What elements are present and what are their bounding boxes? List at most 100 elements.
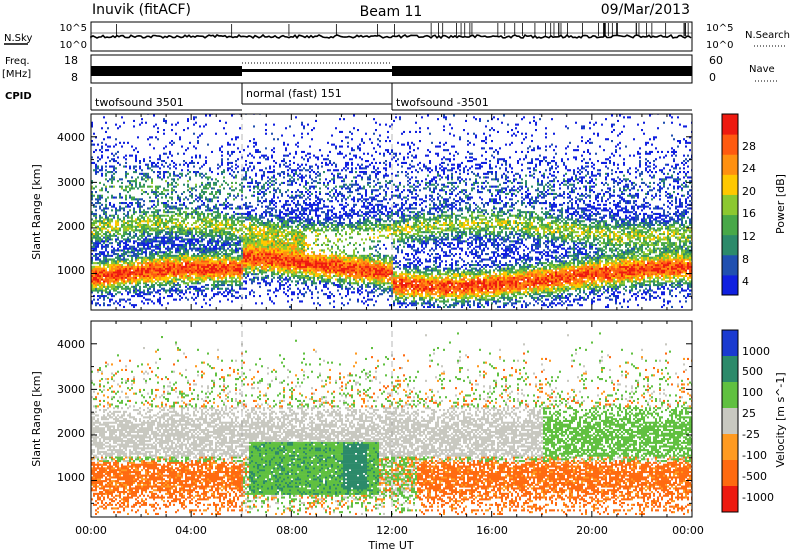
power-cell bbox=[215, 183, 217, 186]
power-cell bbox=[157, 214, 159, 217]
power-cell bbox=[191, 296, 193, 299]
power-cell bbox=[113, 269, 115, 272]
power-cell bbox=[211, 267, 213, 270]
power-cell bbox=[299, 231, 301, 234]
power-cell bbox=[225, 220, 227, 223]
power-cell bbox=[291, 176, 293, 179]
power-cell bbox=[237, 274, 239, 277]
power-cell bbox=[117, 242, 119, 245]
power-cell bbox=[129, 227, 131, 230]
power-cell bbox=[287, 240, 289, 243]
power-cell bbox=[157, 216, 159, 219]
power-cell bbox=[239, 205, 241, 208]
power-cell bbox=[171, 154, 173, 157]
power-cell bbox=[269, 265, 271, 268]
power-cell bbox=[213, 276, 215, 279]
power-cell bbox=[113, 251, 115, 254]
power-cell bbox=[235, 291, 237, 294]
power-cell bbox=[121, 269, 123, 272]
power-cell bbox=[293, 291, 295, 294]
power-cell bbox=[249, 161, 251, 164]
power-cell bbox=[143, 269, 145, 272]
power-cell bbox=[95, 243, 97, 246]
power-cell bbox=[143, 251, 145, 254]
power-cell bbox=[235, 181, 237, 184]
power-cell bbox=[261, 271, 263, 274]
power-cell bbox=[101, 238, 103, 241]
power-cell bbox=[151, 260, 153, 263]
power-cell bbox=[229, 256, 231, 259]
power-cell bbox=[263, 269, 265, 272]
power-cell bbox=[93, 284, 95, 287]
power-cell bbox=[127, 249, 129, 252]
power-cell bbox=[91, 234, 93, 237]
power-cell bbox=[99, 242, 101, 245]
power-cell bbox=[159, 271, 161, 274]
power-cell bbox=[271, 262, 273, 265]
power-cell bbox=[283, 141, 285, 144]
power-cell bbox=[259, 222, 261, 225]
power-cell bbox=[157, 262, 159, 265]
power-cell bbox=[283, 247, 285, 250]
power-cell bbox=[305, 254, 307, 257]
power-cell bbox=[169, 280, 171, 283]
power-cell bbox=[95, 267, 97, 270]
power-cell bbox=[113, 247, 115, 250]
power-cell bbox=[105, 269, 107, 272]
power-cell bbox=[123, 276, 125, 279]
power-cell bbox=[127, 225, 129, 228]
power-cell bbox=[143, 242, 145, 245]
power-cell bbox=[183, 240, 185, 243]
power-cell bbox=[267, 238, 269, 241]
power-cell bbox=[285, 233, 287, 236]
power-cell bbox=[307, 276, 309, 279]
power-cell bbox=[267, 231, 269, 234]
power-cell bbox=[131, 285, 133, 288]
power-cell bbox=[283, 154, 285, 157]
power-cell bbox=[215, 280, 217, 283]
power-cell bbox=[229, 238, 231, 241]
power-cell bbox=[263, 194, 265, 197]
power-cell bbox=[217, 240, 219, 243]
power-cell bbox=[215, 191, 217, 194]
power-cell bbox=[133, 165, 135, 168]
power-cell bbox=[175, 262, 177, 265]
power-cell bbox=[207, 284, 209, 287]
power-cell bbox=[109, 264, 111, 267]
power-cell bbox=[95, 214, 97, 217]
power-cell bbox=[131, 247, 133, 250]
power-cell bbox=[229, 269, 231, 272]
power-cell bbox=[123, 274, 125, 277]
power-cell bbox=[107, 254, 109, 257]
power-cell bbox=[177, 198, 179, 201]
power-cell bbox=[105, 121, 107, 124]
power-cell bbox=[171, 234, 173, 237]
power-cell bbox=[125, 198, 127, 201]
power-cell bbox=[99, 229, 101, 232]
power-cell bbox=[145, 247, 147, 250]
power-cell bbox=[207, 200, 209, 203]
power-cell bbox=[265, 158, 267, 161]
power-cell bbox=[185, 285, 187, 288]
power-cell bbox=[195, 156, 197, 159]
power-cell bbox=[251, 249, 253, 252]
power-cell bbox=[221, 222, 223, 225]
power-cell bbox=[205, 123, 207, 126]
power-cell bbox=[175, 249, 177, 252]
power-cell bbox=[299, 253, 301, 256]
power-cell bbox=[113, 258, 115, 261]
power-cell bbox=[115, 262, 117, 265]
power-cell bbox=[177, 264, 179, 267]
power-cell bbox=[301, 247, 303, 250]
power-cell bbox=[171, 216, 173, 219]
power-cell bbox=[125, 238, 127, 241]
power-cell bbox=[147, 284, 149, 287]
power-cell bbox=[211, 249, 213, 252]
power-cell bbox=[243, 262, 245, 265]
power-cell bbox=[177, 287, 179, 290]
power-cell bbox=[289, 211, 291, 214]
power-cell bbox=[267, 229, 269, 232]
power-cell bbox=[303, 209, 305, 212]
power-cell bbox=[101, 147, 103, 150]
power-cell bbox=[209, 185, 211, 188]
